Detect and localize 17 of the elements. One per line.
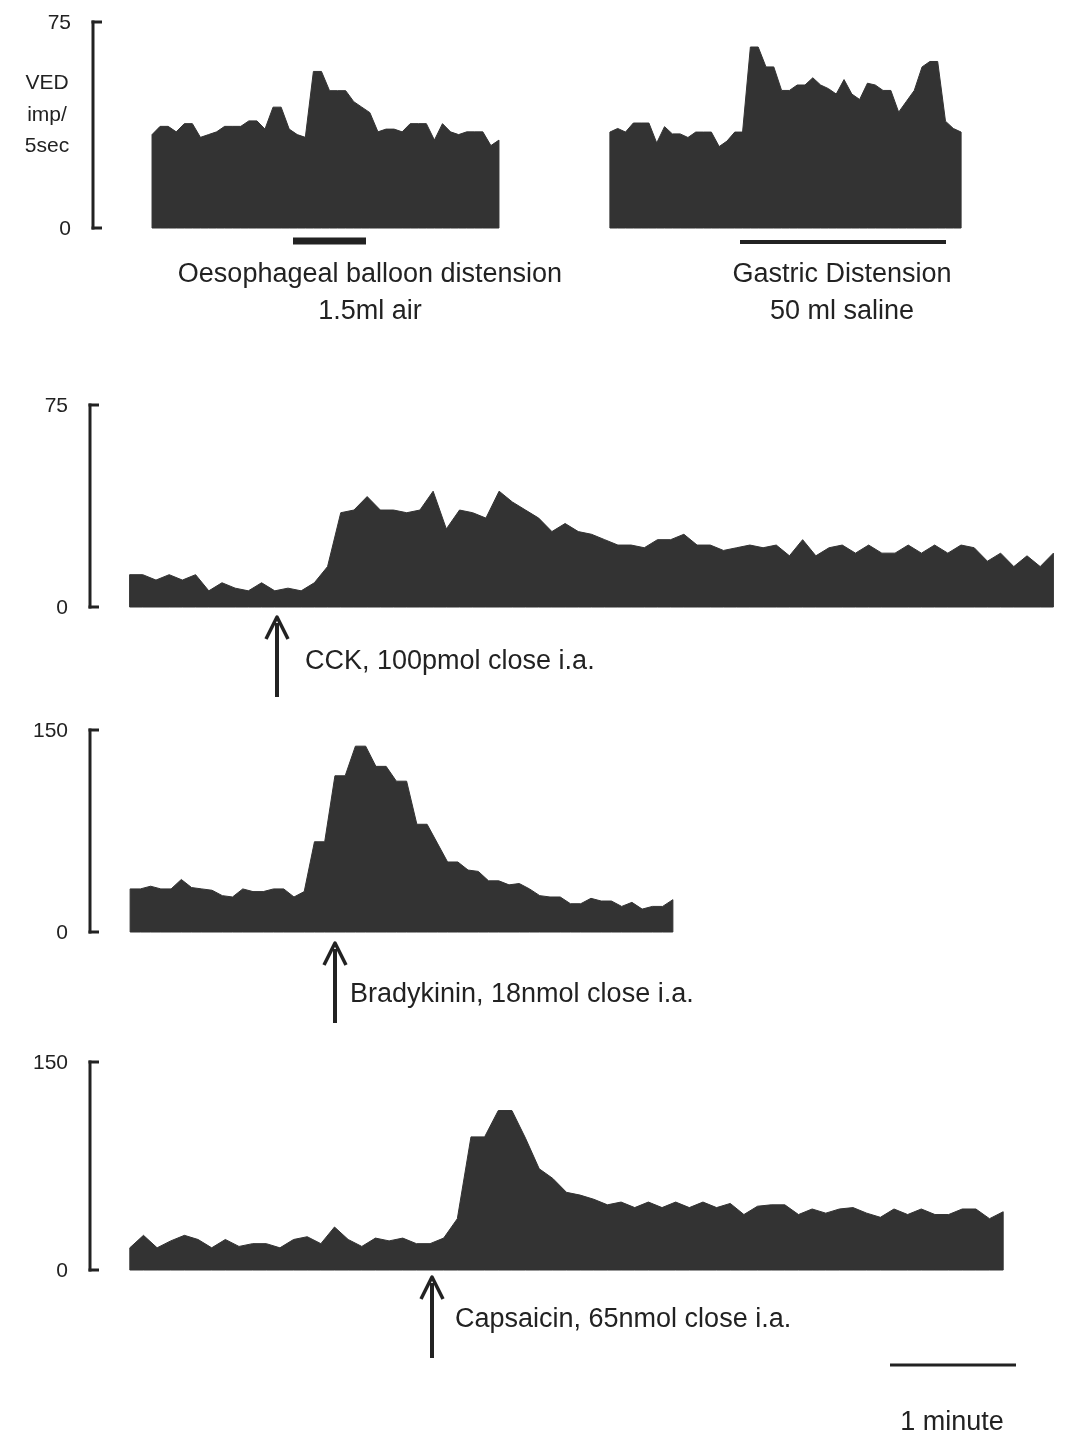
text: CCK, 100pmol close i.a. (305, 645, 595, 675)
y-axis-title: VED imp/ 5sec (24, 70, 70, 157)
y-tick-label: 150 (32, 1050, 68, 1074)
y-tick-label: 75 (44, 393, 68, 417)
y-tick-label: 0 (56, 920, 68, 944)
text: Gastric Distension (732, 258, 952, 288)
text: 1.5ml air (318, 295, 422, 325)
y-tick-label: 0 (56, 595, 68, 619)
y-tick-label: 0 (59, 216, 71, 240)
y-tick-label: 75 (47, 10, 71, 34)
y-tick-label: 150 (32, 718, 68, 742)
text: 50 ml saline (769, 295, 915, 325)
y-tick-label: 0 (56, 1258, 68, 1282)
text: Capsaicin, 65nmol close i.a. (455, 1303, 792, 1333)
text: Oesophageal balloon distension (177, 258, 563, 288)
text: 1 minute (900, 1406, 1004, 1436)
text: Bradykinin, 18nmol close i.a. (350, 978, 694, 1008)
